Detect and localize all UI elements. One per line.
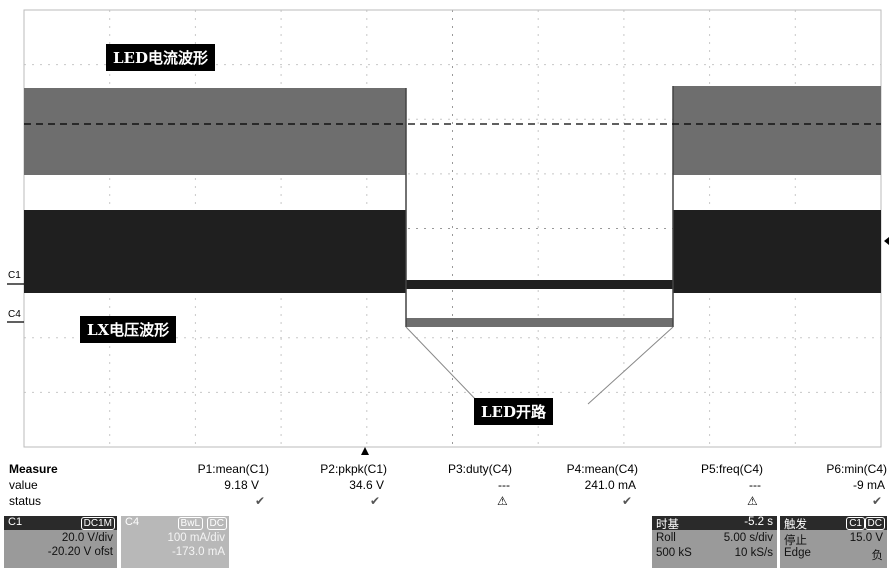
- trigger-state: 停止: [784, 535, 807, 547]
- led-current-annotation: LED电流波形: [106, 44, 215, 71]
- c4-panel-label: C4: [125, 516, 140, 528]
- timebase-panel[interactable]: 时基 -5.2 s Roll 5.00 s/div 500 kS 10 kS/s: [652, 516, 777, 568]
- trigger-source-badge: C1: [846, 517, 865, 530]
- trigger-panel[interactable]: 触发 C1 DC 停止 15.0 V Edge 负: [780, 516, 887, 568]
- c4-offset: -173.0 mA: [171, 546, 225, 558]
- c4-scale: 100 mA/div: [167, 532, 225, 544]
- p2-status-check-icon: ✔: [370, 494, 381, 508]
- p4-value: 241.0 mA: [584, 478, 636, 492]
- trigger-slope: 负: [871, 550, 884, 562]
- lx-voltage-annotation: LX电压波形: [80, 316, 177, 343]
- p1-value: 9.18 V: [224, 478, 259, 492]
- p3-status-warning-icon: ⚠: [497, 494, 508, 508]
- p3-name[interactable]: P3:duty(C4): [447, 462, 512, 476]
- c1-trace-open: [406, 280, 673, 289]
- c4-bwl-badge: BwL: [177, 517, 203, 530]
- p6-value: -9 mA: [852, 478, 885, 492]
- c4-coupling-badge: DC: [206, 517, 227, 530]
- c1-channel-panel[interactable]: C1 DC1M 20.0 V/div -20.20 V ofst: [4, 516, 117, 568]
- c4-trace-left: [24, 88, 406, 175]
- p3-value: ---: [498, 478, 510, 492]
- p5-status-warning-icon: ⚠: [747, 494, 758, 508]
- c1-panel-label: C1: [8, 516, 23, 528]
- trigger-label: 触发: [784, 519, 807, 531]
- timebase-mode: Roll: [656, 532, 676, 544]
- trigger-level: 15.0 V: [849, 532, 883, 544]
- p1-status-check-icon: ✔: [255, 494, 266, 508]
- c1-ground-marker: C1: [8, 270, 21, 281]
- p2-value: 34.6 V: [349, 478, 384, 492]
- timebase-samples: 500 kS: [656, 547, 692, 559]
- p4-name[interactable]: P4:mean(C4): [566, 462, 638, 476]
- p1-name[interactable]: P1:mean(C1): [197, 462, 269, 476]
- c4-trace-open: [406, 318, 673, 327]
- waveform-graticule: [7, 9, 889, 455]
- p6-name[interactable]: P6:min(C4): [826, 462, 887, 476]
- c1-offset: -20.20 V ofst: [47, 546, 113, 558]
- p6-status-check-icon: ✔: [872, 494, 883, 508]
- value-row-label: value: [9, 478, 38, 492]
- timebase-delay: -5.2 s: [744, 516, 773, 528]
- waveform-display: C1 C4 LED电流波形 LX电压波形 LED开路: [7, 9, 889, 455]
- c1-trace-left: [24, 210, 406, 293]
- p4-status-check-icon: ✔: [622, 494, 633, 508]
- trigger-type: Edge: [784, 547, 811, 559]
- trigger-coupling-badge: DC: [864, 517, 885, 530]
- c4-ground-marker: C4: [8, 309, 21, 320]
- trigger-level-marker: [884, 237, 889, 245]
- c1-trace-right: [673, 210, 881, 293]
- p2-name[interactable]: P2:pkpk(C1): [320, 462, 387, 476]
- c4-channel-panel[interactable]: C4 BwL DC 100 mA/div -173.0 mA: [121, 516, 229, 568]
- measure-heading: Measure: [9, 462, 58, 476]
- c4-trace-right: [673, 86, 881, 175]
- timebase-scale: 5.00 s/div: [723, 532, 773, 544]
- timebase-rate: 10 kS/s: [734, 547, 773, 559]
- p5-name[interactable]: P5:freq(C4): [700, 462, 763, 476]
- measurement-table: Measure P1:mean(C1) P2:pkpk(C1) P3:duty(…: [0, 460, 889, 516]
- timebase-label: 时基: [656, 519, 679, 531]
- c1-scale: 20.0 V/div: [61, 532, 113, 544]
- led-open-annotation: LED开路: [474, 398, 553, 425]
- status-row-label: status: [9, 494, 42, 508]
- trigger-position-marker: [361, 447, 369, 455]
- c1-coupling-badge: DC1M: [80, 517, 115, 530]
- p5-value: ---: [749, 478, 761, 492]
